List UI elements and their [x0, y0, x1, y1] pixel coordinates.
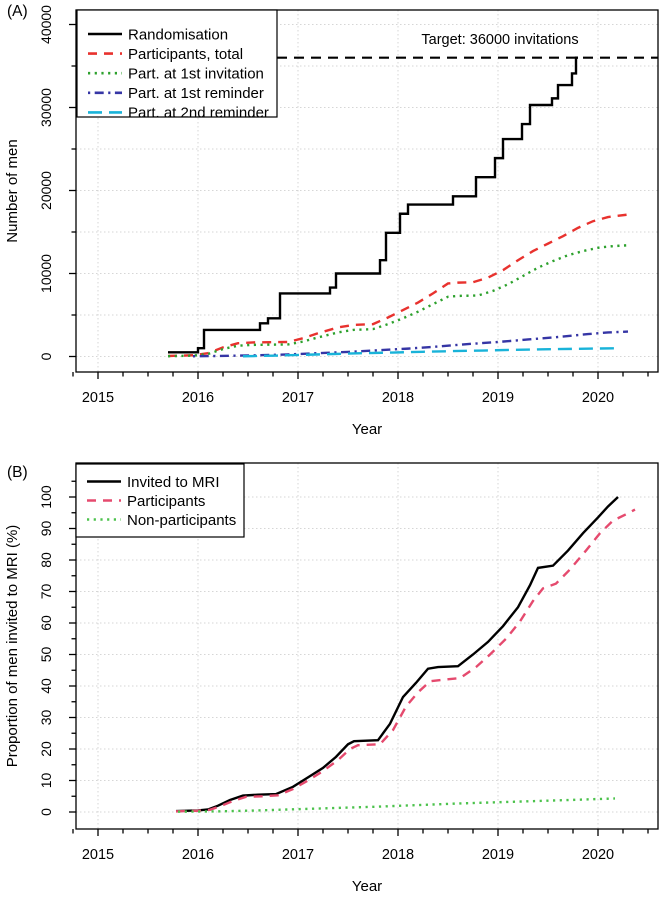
x-tick-label: 2019 [482, 847, 514, 863]
y-tick-label: 40 [38, 678, 54, 694]
legend-label-part-1st-invitation: Part. at 1st invitation [128, 65, 264, 82]
y-tick-label: 10000 [38, 254, 54, 293]
x-tick-label: 2020 [582, 847, 614, 863]
y-tick-label: 20 [38, 741, 54, 757]
series-line-non-participants [177, 797, 616, 813]
series-line-part-1st-reminder [192, 330, 629, 358]
y-tick-label: 0 [38, 808, 54, 816]
panel-a: Target: 36000 invitations 2015 2016 2017 201… [4, 5, 659, 438]
legend-label-part-2nd-reminder: Part. at 2nd reminder [128, 105, 269, 122]
x-tick-label: 2018 [382, 390, 414, 406]
series-line-participants [175, 508, 636, 813]
y-tick-label: 30000 [38, 88, 54, 127]
legend-label-participants-total: Participants, total [128, 46, 243, 63]
y-tick-label: 70 [38, 584, 54, 600]
series-line-invited-to-mri [175, 496, 619, 813]
x-tick-label: 2016 [182, 847, 214, 863]
series-line-randomisation [168, 56, 578, 354]
y-tick-label: 40000 [38, 5, 54, 44]
series-line-participants-total [167, 213, 629, 358]
y-axis-title: Number of men [4, 139, 21, 242]
x-tick-label: 2018 [382, 847, 414, 863]
legend-label-non-participants: Non-participants [127, 512, 236, 529]
legend-label-randomisation: Randomisation [128, 26, 228, 43]
y-tick-label: 0 [38, 352, 54, 360]
series-line-part-1st-invitation [167, 244, 629, 358]
legend-label-participants: Participants [127, 493, 205, 510]
x-tick-label: 2016 [182, 390, 214, 406]
panel-b: 2015 2016 2017 2018 2019 2020 0 10 20 30 40 50 60 70 8… [4, 462, 659, 895]
x-axis-title: Year [352, 421, 382, 438]
panel-a-label: (A) [7, 3, 28, 20]
target-label: Target: 36000 invitations [421, 32, 578, 48]
y-tick-label: 100 [38, 485, 54, 509]
x-axis-title: Year [352, 878, 382, 895]
x-tick-label: 2015 [82, 847, 114, 863]
legend: Invited to MRI Participants Non-participan… [75, 463, 245, 538]
legend-box [76, 9, 278, 118]
x-tick-label: 2019 [482, 390, 514, 406]
legend-label-part-1st-reminder: Part. at 1st reminder [128, 85, 264, 102]
x-tick-label: 2015 [82, 390, 114, 406]
x-tick-label: 2020 [582, 390, 614, 406]
x-tick-label: 2017 [282, 390, 314, 406]
y-tick-label: 90 [38, 521, 54, 537]
y-tick-label: 80 [38, 552, 54, 568]
x-tick-label: 2017 [282, 847, 314, 863]
y-tick-label: 30 [38, 710, 54, 726]
y-tick-label: 60 [38, 615, 54, 631]
legend: Randomisation Participants, total Part. at… [76, 9, 278, 122]
y-tick-label: 20000 [38, 171, 54, 210]
y-tick-label: 50 [38, 647, 54, 663]
panel-b-label: (B) [7, 464, 28, 481]
y-tick-label: 10 [38, 773, 54, 789]
series-line-part-2nd-reminder [242, 347, 619, 358]
legend-label-invited-to-mri: Invited to MRI [127, 474, 220, 491]
plot-box [75, 462, 659, 830]
y-axis-title: Proportion of men invited to MRI (%) [4, 525, 21, 768]
